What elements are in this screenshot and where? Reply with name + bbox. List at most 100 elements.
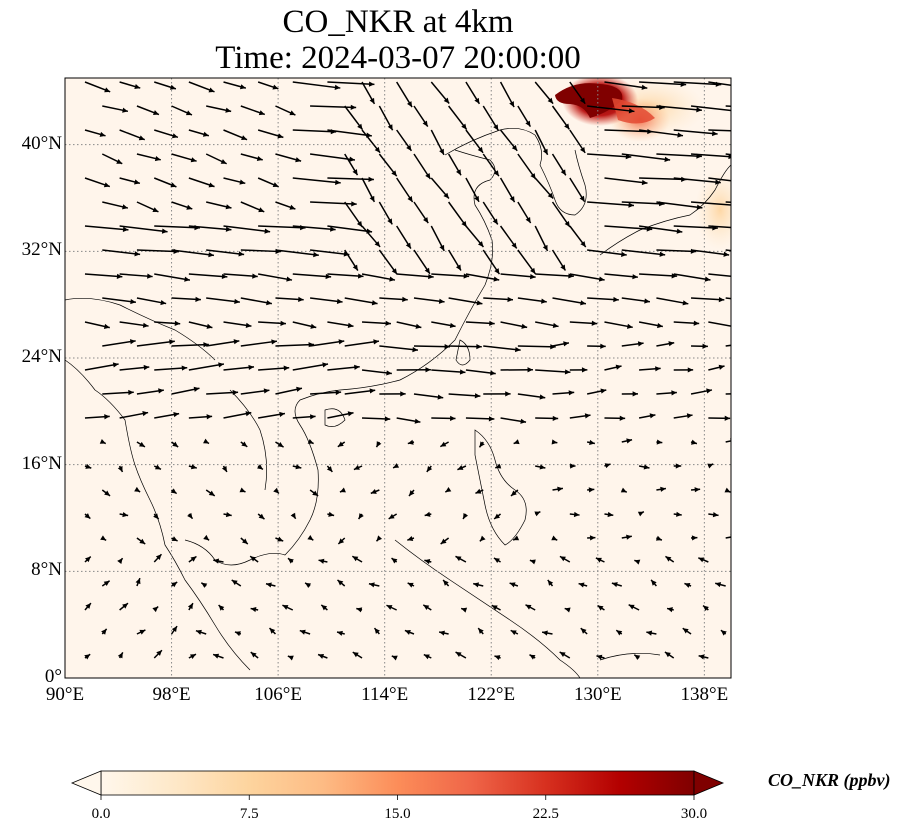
wind-vector-head <box>664 156 671 162</box>
wind-vector-head <box>712 512 719 518</box>
wind-vector <box>310 249 350 256</box>
wind-vector-head <box>715 582 722 588</box>
wind-vector-head <box>154 156 161 162</box>
wind-vector-head <box>511 242 517 249</box>
wind-vector <box>240 340 278 347</box>
wind-vector-head <box>655 366 661 372</box>
wind-vector-head <box>266 300 272 306</box>
wind-vector-head <box>295 157 302 163</box>
wind-vector-head <box>287 655 294 661</box>
wind-vector-head <box>702 343 708 349</box>
wind-vector-head <box>704 276 711 282</box>
wind-vector-head <box>490 370 496 376</box>
wind-vector-head <box>370 488 377 494</box>
wind-vector <box>639 81 687 86</box>
wind-vector-head <box>439 630 445 636</box>
wind-vector-head <box>440 538 447 544</box>
wind-vector-head <box>134 486 141 492</box>
lat-tick-label: 8°N <box>31 559 62 581</box>
wind-vector-head <box>138 441 145 447</box>
wind-vector-head <box>374 241 381 247</box>
wind-vector-head <box>385 320 391 326</box>
wind-vector <box>708 81 731 86</box>
wind-vector-head <box>706 388 712 394</box>
wind-vector-head <box>128 389 134 396</box>
wind-vector-head <box>589 535 596 541</box>
wind-vector <box>448 345 482 348</box>
wind-vector-head <box>384 416 391 422</box>
wind-vector-head <box>160 299 167 306</box>
wind-vector-head <box>694 487 701 493</box>
wind-vector-head <box>475 488 482 494</box>
wind-vector <box>310 105 357 109</box>
wind-vector <box>240 249 282 253</box>
lat-tick-label: 0° <box>44 666 62 687</box>
wind-vector <box>431 369 466 374</box>
wind-vector-head <box>724 415 731 421</box>
wind-vector-head <box>208 87 215 93</box>
wind-vectors <box>84 81 731 661</box>
wind-vector <box>535 369 571 374</box>
wind-vector-head <box>347 411 354 417</box>
wind-vector-head <box>664 651 671 658</box>
wind-vector-head <box>368 582 375 588</box>
wind-vector-head <box>130 298 136 305</box>
wind-vector-head <box>117 558 123 565</box>
wind-vector <box>465 273 500 281</box>
wind-vector-head <box>388 513 395 519</box>
wind-vector-head <box>443 192 449 199</box>
wind-vector-head <box>225 204 232 210</box>
wind-vector-head <box>122 204 128 210</box>
wind-vector <box>725 344 731 347</box>
wind-vector-head <box>634 654 641 660</box>
wind-vector-head <box>476 343 482 350</box>
wind-vector-head <box>686 413 693 419</box>
wind-vector-head <box>682 628 689 634</box>
wind-vector-head <box>158 388 164 394</box>
wind-vector-head <box>691 535 698 541</box>
wind-vector-head <box>580 628 587 634</box>
colorbar-tick-label: 22.5 <box>532 806 559 822</box>
wind-vector-head <box>190 464 197 470</box>
wind-vector-head <box>241 441 248 447</box>
wind-vector-head <box>707 463 714 469</box>
wind-vector-head <box>349 156 355 162</box>
wind-vector <box>690 153 731 158</box>
wind-vector-head <box>321 604 328 611</box>
wind-vector-head <box>174 320 181 326</box>
wind-vector-head <box>570 463 576 469</box>
wind-vector <box>708 177 731 182</box>
wind-vector-head <box>655 535 662 541</box>
colorbar-label: CO_NKR (ppbv) <box>768 770 891 790</box>
wind-vector-head <box>391 170 397 177</box>
wind-vector <box>258 273 293 281</box>
wind-vector-head <box>656 439 663 445</box>
wind-vector-head <box>424 267 430 274</box>
wind-vector-head <box>637 341 644 347</box>
wind-vector-head <box>100 535 107 541</box>
wind-vector-head <box>445 486 452 493</box>
wind-vector-head <box>402 296 408 303</box>
wind-vector-head <box>405 242 411 249</box>
wind-vector-head <box>641 179 648 186</box>
wind-vector-head <box>667 607 673 613</box>
wind-vector-head <box>142 411 149 417</box>
wind-vector-head <box>357 123 363 130</box>
wind-vector-head <box>173 411 180 418</box>
wind-vector-head <box>352 556 359 562</box>
wind-vector-head <box>428 273 434 280</box>
wind-vector-head <box>542 630 548 636</box>
wind-vector <box>656 105 702 112</box>
wind-vector-head <box>552 322 559 329</box>
wind-vector <box>258 225 306 229</box>
wind-vector-head <box>621 251 627 257</box>
wind-vector-head <box>193 386 200 392</box>
wind-vector-head <box>238 251 245 257</box>
wind-vector-head <box>425 173 431 180</box>
wind-vector-head <box>374 628 380 634</box>
wind-vector-head <box>328 511 335 517</box>
wind-vector <box>275 343 315 347</box>
wind-vector-head <box>203 342 209 348</box>
wind-vector-head <box>525 604 532 610</box>
wind-vector-head <box>473 582 480 588</box>
